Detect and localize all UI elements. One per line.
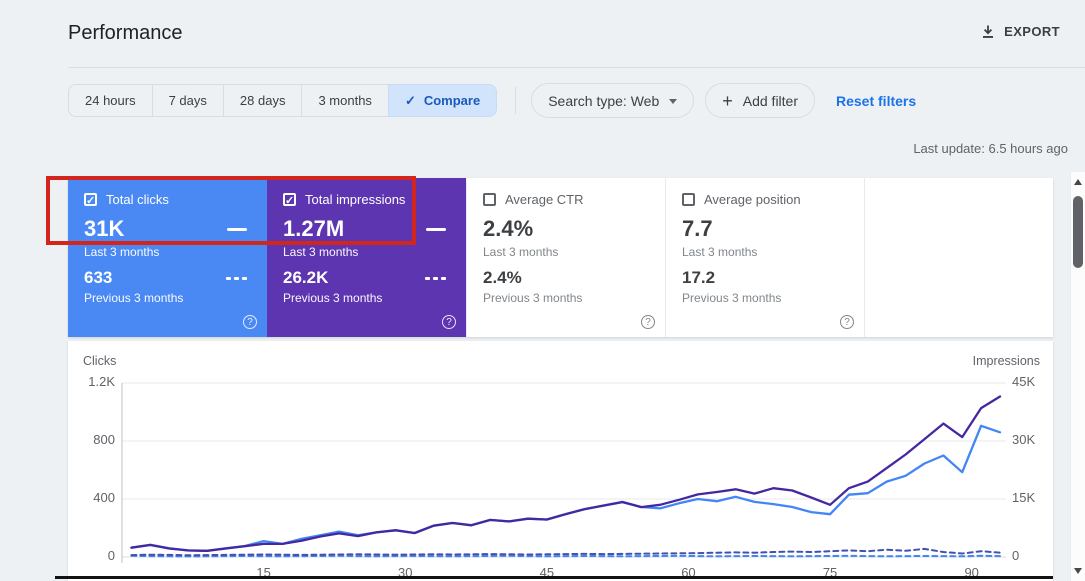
clicks-axis-title: Clicks — [83, 354, 117, 368]
tab-3-months[interactable]: 3 months — [301, 84, 389, 117]
tab-label: 28 days — [239, 93, 286, 108]
tab-label: 24 hours — [85, 93, 136, 108]
impressions-axis-title: Impressions — [972, 354, 1040, 368]
series-total-impressions-previous-3-months- — [130, 547, 1001, 557]
plus-icon: + — [722, 90, 733, 111]
dashed-line-legend-icon — [226, 276, 247, 280]
page-title: Performance — [68, 22, 183, 44]
card-title: Average CTR — [505, 192, 584, 207]
previous-label: Previous 3 months — [682, 291, 782, 305]
download-icon — [981, 24, 995, 39]
add-filter-button[interactable]: + Add filter — [705, 83, 815, 118]
tab-28-days[interactable]: 28 days — [222, 84, 303, 117]
card-total-clicks[interactable]: ✓ Total clicks 31K Last 3 months 633 Pre… — [68, 178, 267, 337]
reset-filters-link[interactable]: Reset filters — [836, 92, 917, 109]
y-axis-tick-right: 45K — [1012, 374, 1036, 389]
vertical-scrollbar[interactable] — [1070, 172, 1085, 581]
checkbox-average-position[interactable] — [682, 193, 695, 206]
y-axis-tick-right: 0 — [1012, 548, 1020, 563]
previous-value: 17.2 — [682, 268, 716, 287]
chevron-down-icon — [669, 98, 678, 104]
scrollbar-thumb[interactable] — [1073, 196, 1083, 268]
tab-24-hours[interactable]: 24 hours — [68, 84, 153, 117]
previous-value: 2.4% — [483, 268, 522, 287]
current-value: 7.7 — [682, 216, 713, 241]
current-value: 31K — [84, 216, 125, 241]
tab-label: 3 months — [318, 93, 372, 108]
y-axis-tick-left: 800 — [93, 432, 115, 447]
tab-compare[interactable]: ✓ Compare — [387, 84, 498, 117]
previous-label: Previous 3 months — [283, 291, 383, 305]
current-label: Last 3 months — [84, 245, 160, 259]
previous-label: Previous 3 months — [483, 291, 583, 305]
header-divider — [68, 67, 1085, 68]
toolbar-separator — [515, 87, 517, 114]
card-title: Total impressions — [305, 192, 406, 207]
current-label: Last 3 months — [483, 245, 559, 259]
y-axis-tick-left: 0 — [107, 548, 115, 563]
series-total-clicks-previous-3-months- — [130, 554, 1001, 558]
dashed-line-legend-icon — [425, 276, 446, 280]
card-title: Average position — [704, 192, 801, 207]
tab-label: Compare — [423, 93, 481, 108]
help-icon[interactable]: ? — [840, 315, 854, 329]
last-update-text: Last update: 6.5 hours ago — [913, 141, 1068, 156]
export-button[interactable]: EXPORT — [981, 24, 1060, 39]
scroll-up-arrow-icon[interactable] — [1074, 179, 1082, 185]
performance-chart[interactable]: 0 0 400 15K 800 30K 1.2K 45K Clicks Impressions 15… — [68, 341, 1053, 581]
card-total-impressions[interactable]: ✓ Total impressions 1.27M Last 3 months … — [267, 178, 466, 337]
previous-label: Previous 3 months — [84, 291, 184, 305]
solid-line-legend-icon — [227, 227, 247, 231]
current-value: 2.4% — [483, 216, 534, 241]
add-filter-label: Add filter — [742, 92, 798, 109]
tab-7-days[interactable]: 7 days — [151, 84, 224, 117]
card-title: Total clicks — [106, 192, 169, 207]
y-axis-tick-right: 15K — [1012, 490, 1036, 505]
checkbox-average-ctr[interactable] — [483, 193, 496, 206]
help-icon[interactable]: ? — [641, 315, 655, 329]
series-total-clicks-last-3-months- — [130, 424, 1002, 553]
date-range-tab-group: 24 hours 7 days 28 days 3 months ✓ Compa… — [68, 84, 498, 117]
scroll-down-arrow-icon[interactable] — [1074, 568, 1082, 574]
current-value: 1.27M — [283, 216, 345, 241]
help-icon[interactable]: ? — [442, 315, 456, 329]
card-average-ctr[interactable]: Average CTR 2.4% Last 3 months 2.4% Prev… — [466, 178, 665, 337]
series-total-impressions-last-3-months- — [130, 395, 1002, 552]
search-type-label: Search type: Web — [548, 92, 660, 109]
solid-line-legend-icon — [426, 227, 446, 231]
search-type-dropdown[interactable]: Search type: Web — [531, 83, 695, 118]
checkbox-total-impressions[interactable]: ✓ — [283, 193, 296, 207]
check-icon: ✓ — [404, 92, 416, 108]
current-label: Last 3 months — [283, 245, 359, 259]
chart-canvas[interactable] — [68, 341, 1053, 581]
tab-label: 7 days — [168, 93, 207, 108]
current-label: Last 3 months — [682, 245, 758, 259]
card-average-position[interactable]: Average position 7.7 Last 3 months 17.2 … — [665, 178, 864, 337]
y-axis-tick-right: 30K — [1012, 432, 1036, 447]
y-axis-tick-left: 400 — [93, 490, 115, 505]
metric-cards-panel: ✓ Total clicks 31K Last 3 months 633 Pre… — [68, 178, 1053, 337]
checkbox-total-clicks[interactable]: ✓ — [84, 193, 97, 207]
export-label: EXPORT — [1004, 24, 1060, 39]
cards-panel-filler — [864, 178, 1053, 337]
help-icon[interactable]: ? — [243, 315, 257, 329]
window-bottom-edge — [55, 576, 1053, 579]
toolbar: 24 hours 7 days 28 days 3 months ✓ Compa… — [68, 83, 916, 118]
previous-value: 633 — [84, 268, 113, 287]
previous-value: 26.2K — [283, 268, 329, 287]
y-axis-tick-left: 1.2K — [88, 374, 115, 389]
